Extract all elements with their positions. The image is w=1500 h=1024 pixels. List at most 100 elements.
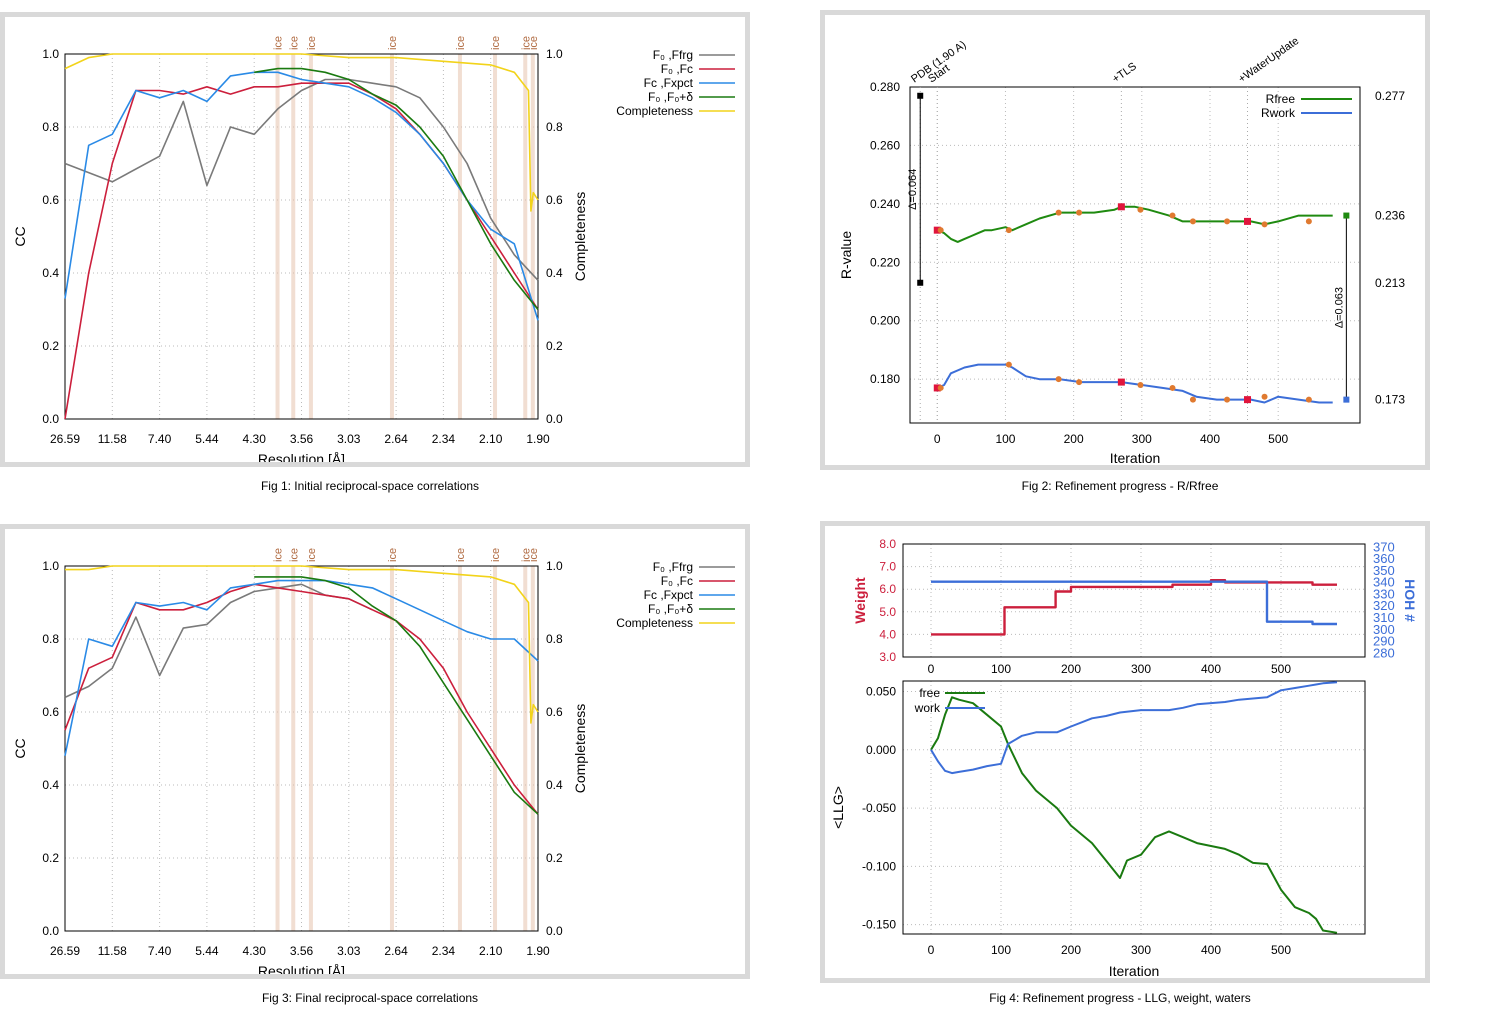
endpoint-marker	[1343, 212, 1350, 219]
y-axis-label: R-value	[838, 231, 854, 279]
x-tick-label: 1.90	[526, 944, 550, 958]
annotation-label: +WaterUpdate	[1236, 35, 1301, 85]
x-tick-label: 400	[1201, 662, 1221, 676]
x-tick-label: 100	[995, 432, 1015, 446]
x-tick-label: 11.58	[98, 944, 127, 958]
series-line-free	[930, 696, 1338, 934]
x-tick-label: 5.44	[195, 944, 219, 958]
endpoint-marker	[917, 279, 924, 286]
endpoint-marker	[917, 92, 924, 99]
x-tick-label: 4.30	[243, 432, 267, 446]
series-line-delta	[254, 67, 539, 311]
ice-ring-band	[457, 54, 462, 419]
y-axis-label-weight: Weight	[852, 577, 868, 624]
y2-tick-label: 310	[1373, 610, 1395, 625]
series-line-fc	[64, 82, 539, 420]
refinement-marker-square	[1117, 203, 1125, 211]
ice-ring-band	[291, 566, 296, 931]
y-tick-label: 0.180	[870, 372, 900, 386]
x-tick-label: 26.59	[50, 944, 80, 958]
y2-tick-label: 0.6	[546, 705, 563, 719]
ice-ring-label: ice	[455, 36, 467, 50]
ice-ring-label: ice	[288, 36, 300, 50]
fig4-chart: 0 100 200 300 400 500 8.0 7.0 6.0 5.0 4.0 3.0 370360…	[830, 537, 1418, 978]
x-tick-label: 4.30	[243, 944, 267, 958]
y2-tick-label: 0.8	[546, 632, 563, 646]
fig4-bottom-plot-frame	[902, 680, 1366, 935]
x-tick-label: 200	[1061, 662, 1081, 676]
legend-label: F₀ ,Ffrg	[653, 560, 693, 574]
refinement-marker-dot	[1076, 209, 1083, 216]
x-tick-label: 7.40	[148, 944, 172, 958]
y2-tick-label: 0.4	[546, 778, 563, 792]
fig4-top-plot-frame	[902, 543, 1366, 658]
y2-tick-label: 300	[1373, 622, 1395, 637]
y2-tick-label: 0.4	[546, 266, 563, 280]
refinement-marker-dot	[1224, 396, 1231, 403]
refinement-marker-dot	[1224, 218, 1231, 225]
legend-label: F₀ ,F₀+δ	[648, 90, 693, 104]
endpoint-marker	[1343, 396, 1350, 403]
refinement-marker-dot	[1305, 218, 1312, 225]
y-tick-label: 0.2	[42, 339, 59, 353]
right-value-label: 0.236	[1375, 209, 1405, 223]
x-tick-label: 1.90	[526, 432, 550, 446]
series-line-delta	[254, 576, 539, 815]
y2-tick-label: 0.2	[546, 851, 563, 865]
delta-label: Δ=0.064	[907, 169, 919, 210]
ice-ring-band	[530, 54, 535, 419]
y-tick-label: 7.0	[879, 560, 896, 574]
x-tick-label: 2.34	[432, 944, 456, 958]
x-tick-label: 2.34	[432, 432, 456, 446]
refinement-marker-dot	[937, 227, 944, 234]
ice-ring-label: ice	[288, 548, 300, 562]
y2-tick-label: 0.2	[546, 339, 563, 353]
legend-label: free	[919, 686, 940, 700]
ice-ring-band	[523, 54, 528, 419]
ice-ring-label: ice	[273, 36, 285, 50]
ice-ring-label: ice	[528, 548, 540, 562]
x-tick-label: 7.40	[148, 432, 172, 446]
refinement-marker-dot	[1305, 396, 1312, 403]
y-tick-label: 1.0	[42, 47, 59, 61]
ice-ring-label: ice	[455, 548, 467, 562]
ice-ring-label: ice	[273, 548, 285, 562]
x-tick-label: 300	[1131, 662, 1151, 676]
right-value-label: 0.213	[1375, 276, 1405, 290]
y-tick-label: 0.050	[866, 684, 896, 698]
y-tick-label: 1.0	[42, 559, 59, 573]
refinement-marker-dot	[1005, 227, 1012, 234]
refinement-marker-square	[933, 226, 941, 234]
y-tick-label: 0.4	[42, 778, 59, 792]
fig3-panel: 26.59 11.58 7.40 5.44 4.30 3.56 3.03 2.64 2.34 2.…	[0, 524, 750, 979]
y-tick-label: 6.0	[879, 582, 896, 596]
fig2-panel: 0 100 200 300 400 500 0.280 0.260 0.240 0.220 0.20…	[820, 10, 1430, 470]
x-tick-label: 2.10	[479, 432, 503, 446]
y2-axis-label: Completeness	[572, 192, 588, 282]
refinement-marker-square	[1117, 378, 1125, 386]
refinement-marker-dot	[1055, 376, 1062, 383]
x-tick-label: 300	[1132, 432, 1152, 446]
refinement-marker-dot	[1169, 212, 1176, 219]
refinement-marker-dot	[1261, 221, 1268, 228]
x-tick-label: 500	[1271, 943, 1291, 957]
y-tick-label: 0.280	[870, 80, 900, 94]
x-tick-label: 300	[1131, 943, 1151, 957]
x-tick-label: 26.59	[50, 432, 80, 446]
ice-ring-band	[457, 566, 462, 931]
y2-tick-label: 350	[1373, 563, 1395, 578]
y2-tick-label: 330	[1373, 586, 1395, 601]
y2-tick-label: 0.0	[546, 412, 563, 426]
refinement-marker-square	[1244, 217, 1251, 225]
series-line-frg	[64, 78, 539, 281]
y2-tick-label: 0.8	[546, 120, 563, 134]
x-tick-label: 0	[928, 662, 935, 676]
legend-label: F₀ ,Fc	[661, 62, 693, 76]
refinement-marker-dot	[1055, 209, 1062, 216]
x-tick-label: 3.56	[290, 944, 314, 958]
y2-tick-label: 320	[1373, 598, 1395, 613]
series-line-hoh	[931, 580, 1337, 626]
legend-label: Completeness	[616, 104, 693, 118]
x-axis-label: Iteration	[1109, 963, 1160, 978]
ice-ring-band	[523, 566, 528, 931]
